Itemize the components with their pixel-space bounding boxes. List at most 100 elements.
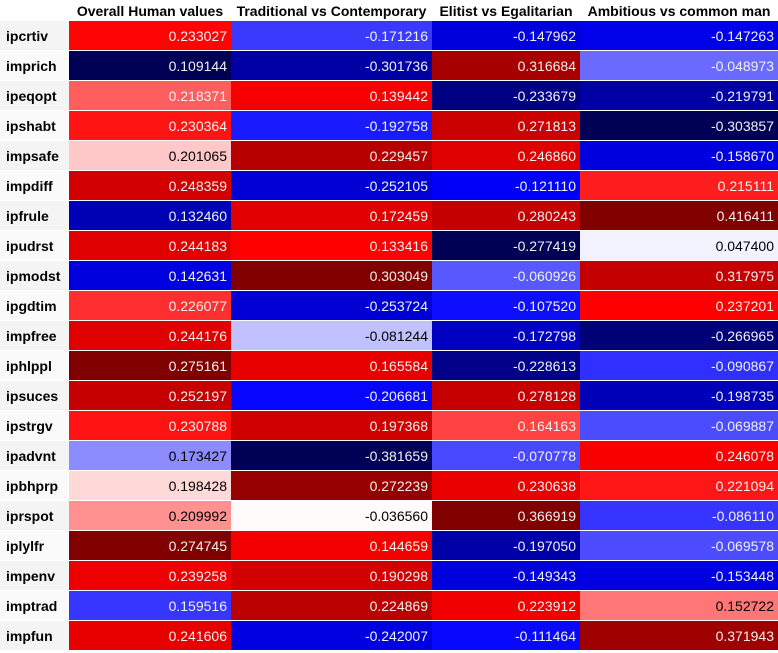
row-label: ipstrgv	[0, 410, 69, 441]
heatmap-row: ipbhprp 0.198428 0.272239 0.230638 0.221094	[0, 470, 778, 501]
heatmap-cell: 0.278128	[432, 380, 580, 411]
heatmap-cell: 0.280243	[432, 200, 580, 231]
heatmap-cell: 0.316684	[432, 50, 580, 81]
heatmap-cell: 0.165584	[231, 350, 432, 381]
heatmap-cell: 0.221094	[580, 470, 778, 501]
heatmap-cell: -0.253724	[231, 290, 432, 321]
header-row: Overall Human values Traditional vs Cont…	[0, 0, 778, 21]
heatmap-row: ipcrtiv 0.233027 -0.171216 -0.147962 -0.1472…	[0, 21, 778, 51]
heatmap-cell: 0.197368	[231, 410, 432, 441]
heatmap-cell: -0.228613	[432, 350, 580, 381]
heatmap-cell: 0.229457	[231, 140, 432, 171]
row-label: impsafe	[0, 140, 69, 171]
row-label: ipmodst	[0, 260, 69, 291]
heatmap-cell: 0.209992	[69, 500, 231, 531]
heatmap-cell: 0.272239	[231, 470, 432, 501]
heatmap-cell: -0.242007	[231, 620, 432, 651]
heatmap-cell: -0.090867	[580, 350, 778, 381]
heatmap-cell: -0.036560	[231, 500, 432, 531]
heatmap-cell: 0.416411	[580, 200, 778, 231]
heatmap-cell: 0.244176	[69, 320, 231, 351]
heatmap-cell: 0.144659	[231, 530, 432, 561]
heatmap-cell: 0.218371	[69, 80, 231, 111]
heatmap-row: iplylfr 0.274745 0.144659 -0.197050 -0.06957…	[0, 530, 778, 561]
heatmap-row: impsafe 0.201065 0.229457 0.246860 -0.158670	[0, 140, 778, 171]
heatmap-cell: 0.152722	[580, 590, 778, 621]
heatmap-cell: -0.233679	[432, 80, 580, 111]
row-label: ipsuces	[0, 380, 69, 411]
heatmap-cell: -0.111464	[432, 620, 580, 651]
heatmap-cell: 0.132460	[69, 200, 231, 231]
heatmap-header: Overall Human values Traditional vs Cont…	[0, 0, 778, 21]
heatmap-cell: -0.121110	[432, 170, 580, 201]
heatmap-cell: -0.198735	[580, 380, 778, 411]
heatmap-cell: 0.233027	[69, 21, 231, 51]
heatmap-row: imptrad 0.159516 0.224869 0.223912 0.152722	[0, 590, 778, 621]
heatmap-cell: 0.047400	[580, 230, 778, 261]
heatmap-cell: 0.230364	[69, 110, 231, 141]
heatmap-cell: -0.107520	[432, 290, 580, 321]
row-label: iprspot	[0, 500, 69, 531]
heatmap-cell: 0.173427	[69, 440, 231, 471]
heatmap-row: ipsuces 0.252197 -0.206681 0.278128 -0.19873…	[0, 380, 778, 411]
heatmap-cell: -0.060926	[432, 260, 580, 291]
heatmap-cell: -0.147962	[432, 21, 580, 51]
heatmap-cell: -0.301736	[231, 50, 432, 81]
heatmap-cell: 0.230638	[432, 470, 580, 501]
row-label: impfree	[0, 320, 69, 351]
heatmap-cell: 0.190298	[231, 560, 432, 591]
heatmap-cell: -0.252105	[231, 170, 432, 201]
row-label: ipshabt	[0, 110, 69, 141]
heatmap-cell: 0.274745	[69, 530, 231, 561]
heatmap-cell: 0.198428	[69, 470, 231, 501]
heatmap-cell: 0.215111	[580, 170, 778, 201]
heatmap-cell: 0.230788	[69, 410, 231, 441]
heatmap-cell: -0.197050	[432, 530, 580, 561]
row-label: ipcrtiv	[0, 21, 69, 51]
column-header: Elitist vs Egalitarian	[432, 0, 580, 21]
heatmap-row: iphlppl 0.275161 0.165584 -0.228613 -0.09086…	[0, 350, 778, 381]
row-label: iplylfr	[0, 530, 69, 561]
heatmap-row: ipmodst 0.142631 0.303049 -0.060926 0.317975	[0, 260, 778, 291]
heatmap-row: ipfrule 0.132460 0.172459 0.280243 0.416411	[0, 200, 778, 231]
heatmap-cell: 0.241606	[69, 620, 231, 651]
heatmap-cell: 0.246860	[432, 140, 580, 171]
heatmap-row: impfree 0.244176 -0.081244 -0.172798 -0.2669…	[0, 320, 778, 351]
heatmap-cell: -0.172798	[432, 320, 580, 351]
heatmap-row: ipgdtim 0.226077 -0.253724 -0.107520 0.23720…	[0, 290, 778, 321]
heatmap-body: ipcrtiv 0.233027 -0.171216 -0.147962 -0.1472…	[0, 21, 778, 651]
heatmap-cell: -0.303857	[580, 110, 778, 141]
heatmap-row: impenv 0.239258 0.190298 -0.149343 -0.153448	[0, 560, 778, 591]
heatmap-cell: -0.147263	[580, 21, 778, 51]
row-label: ipgdtim	[0, 290, 69, 321]
heatmap-cell: 0.226077	[69, 290, 231, 321]
heatmap-cell: 0.248359	[69, 170, 231, 201]
heatmap-row: ipadvnt 0.173427 -0.381659 -0.070778 0.24607…	[0, 440, 778, 471]
heatmap-cell: 0.317975	[580, 260, 778, 291]
heatmap-row: ipstrgv 0.230788 0.197368 0.164163 -0.069887	[0, 410, 778, 441]
heatmap-cell: -0.048973	[580, 50, 778, 81]
column-header: Overall Human values	[69, 0, 231, 21]
heatmap-cell: 0.201065	[69, 140, 231, 171]
heatmap-cell: -0.069578	[580, 530, 778, 561]
heatmap-cell: 0.237201	[580, 290, 778, 321]
heatmap-cell: -0.381659	[231, 440, 432, 471]
row-label: ipfrule	[0, 200, 69, 231]
row-label: imptrad	[0, 590, 69, 621]
heatmap-cell: -0.266965	[580, 320, 778, 351]
heatmap-row: impfun 0.241606 -0.242007 -0.111464 0.371943	[0, 620, 778, 651]
heatmap-row: impdiff 0.248359 -0.252105 -0.121110 0.21511…	[0, 170, 778, 201]
row-label: iphlppl	[0, 350, 69, 381]
heatmap-cell: 0.239258	[69, 560, 231, 591]
heatmap-cell: 0.275161	[69, 350, 231, 381]
heatmap-cell: -0.149343	[432, 560, 580, 591]
row-label: impenv	[0, 560, 69, 591]
heatmap-row: ipeqopt 0.218371 0.139442 -0.233679 -0.21979…	[0, 80, 778, 111]
heatmap-cell: 0.159516	[69, 590, 231, 621]
row-label: ipadvnt	[0, 440, 69, 471]
heatmap-row: ipudrst 0.244183 0.133416 -0.277419 0.047400	[0, 230, 778, 261]
heatmap-cell: 0.109144	[69, 50, 231, 81]
heatmap-row: ipshabt 0.230364 -0.192758 0.271813 -0.30385…	[0, 110, 778, 141]
heatmap-cell: 0.244183	[69, 230, 231, 261]
